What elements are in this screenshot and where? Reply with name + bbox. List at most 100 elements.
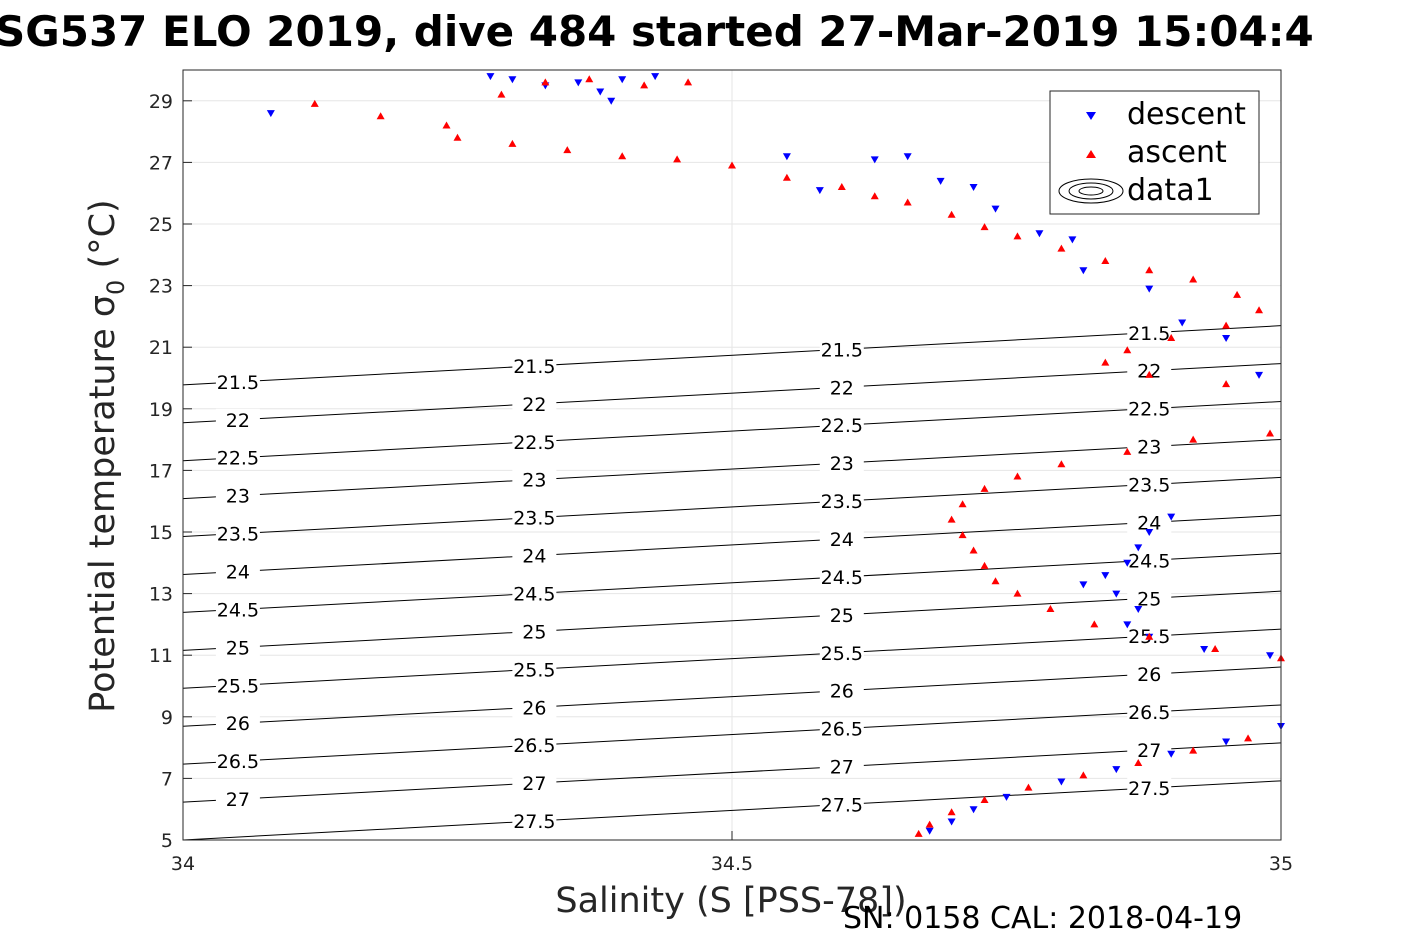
data-point-ascent: [958, 531, 967, 539]
contour-label: 23.5: [1128, 474, 1170, 496]
data-point-descent: [969, 806, 978, 814]
contour-label-bg: [512, 696, 557, 719]
contour-label: 22: [522, 394, 546, 416]
contour-label-bg: [1127, 701, 1172, 724]
data-point-ascent: [1013, 589, 1022, 597]
contour-label-bg: [819, 452, 864, 475]
data-point-descent: [1134, 606, 1143, 613]
contour-label-bg: [1127, 549, 1172, 572]
data-point-ascent: [782, 173, 791, 181]
y-tick-label: 17: [149, 460, 173, 482]
data-point-ascent: [903, 198, 912, 206]
contour-label-bg: [215, 788, 260, 811]
legend-ascent-marker: [1086, 150, 1096, 158]
data-point-descent: [903, 153, 912, 161]
data-point-ascent: [1189, 435, 1198, 443]
contour-label-bg: [512, 810, 557, 833]
data-point-ascent: [563, 146, 572, 154]
contour-label-bg: [215, 560, 260, 583]
contour-label: 25: [1137, 588, 1161, 610]
data-point-ascent: [1255, 306, 1264, 314]
contour-label: 24.5: [1128, 550, 1170, 572]
contour-label-bg: [215, 674, 260, 697]
contour-line: [182, 363, 1282, 424]
contour-label: 26: [226, 713, 250, 735]
contour-label-bg: [1127, 321, 1172, 344]
contour-label-bg: [819, 338, 864, 361]
legend: descent ascent data1: [1049, 90, 1260, 215]
contour-label: 26: [830, 681, 854, 703]
data-point-ascent: [969, 546, 978, 554]
contour-label: 27.5: [1128, 778, 1170, 800]
data-point-ascent: [1167, 333, 1176, 341]
data-point-ascent: [1123, 346, 1132, 354]
data-point-ascent: [991, 577, 1000, 585]
data-point-descent: [574, 79, 583, 87]
contour-label: 23: [1137, 437, 1161, 459]
contour-label-bg: [1127, 738, 1172, 761]
data-point-descent: [1112, 590, 1121, 598]
contour-label: 23: [226, 486, 250, 508]
data-point-ascent: [1024, 783, 1033, 791]
data-point-descent: [1112, 766, 1121, 774]
data-point-descent: [1222, 738, 1231, 746]
data-point-ascent: [837, 183, 846, 191]
contour-label: 21.5: [1128, 323, 1170, 345]
contour-line: [182, 325, 1282, 386]
y-tick-label: 7: [161, 768, 173, 790]
contour-label: 24: [1137, 512, 1161, 534]
data-point-descent: [1167, 513, 1176, 521]
data-point-descent: [1134, 544, 1143, 552]
data-point-ascent: [508, 139, 517, 147]
data-point-ascent: [673, 155, 682, 163]
contour-line: [182, 438, 1282, 500]
contour-label: 22.5: [217, 448, 259, 470]
x-axis-label: Salinity (S [PSS-78]): [555, 881, 906, 921]
contour-label: 22.5: [1128, 399, 1170, 421]
data-point-ascent: [728, 161, 736, 169]
y-axis-label-main: Potential temperature σ: [83, 295, 123, 713]
data-point-ascent: [947, 515, 956, 523]
y-tick-label: 29: [149, 91, 173, 113]
data-point-descent: [1068, 236, 1077, 244]
data-point-ascent: [947, 808, 956, 816]
data-point-ascent: [1189, 275, 1198, 283]
contour-label-bg: [215, 408, 260, 431]
data-points: [266, 73, 1285, 837]
contour-label: 21.5: [217, 372, 259, 394]
contour-label-bg: [819, 603, 864, 626]
data-point-ascent: [1101, 358, 1110, 366]
data-point-ascent: [1046, 605, 1055, 612]
data-point-descent: [1145, 285, 1154, 293]
y-tick-label: 15: [149, 522, 173, 544]
contour-label-bg: [819, 717, 864, 740]
y-tick-label: 21: [149, 337, 173, 359]
data-point-descent: [1255, 371, 1264, 379]
data-point-ascent: [925, 820, 934, 828]
contour-label-bg: [1127, 359, 1172, 382]
contour-label-bg: [512, 430, 557, 453]
data-point-ascent: [541, 78, 550, 86]
contour-line: [182, 514, 1282, 575]
contour-label: 27: [830, 757, 854, 779]
legend-contour-icon: [1058, 178, 1124, 204]
data-point-descent: [1145, 529, 1154, 536]
data-point-ascent: [980, 484, 989, 492]
contour-label-bg: [819, 490, 864, 513]
contour-label-bg: [819, 679, 864, 702]
contour-label-bg: [215, 750, 260, 773]
contour-label: 25: [226, 637, 250, 659]
legend-box: [1049, 90, 1260, 215]
data-point-descent: [815, 187, 824, 195]
data-point-ascent: [1079, 771, 1088, 779]
data-point-descent: [596, 88, 605, 96]
contour-line: [182, 628, 1282, 689]
data-point-descent: [486, 73, 495, 81]
y-tick-label: 27: [149, 152, 173, 174]
contour-label-bg: [819, 641, 864, 664]
contour-label-bg: [1127, 663, 1172, 686]
y-tick-label: 13: [149, 584, 173, 606]
data-point-descent: [1123, 621, 1132, 629]
contour-line: [182, 401, 1282, 462]
contour-label-bg: [215, 712, 260, 735]
